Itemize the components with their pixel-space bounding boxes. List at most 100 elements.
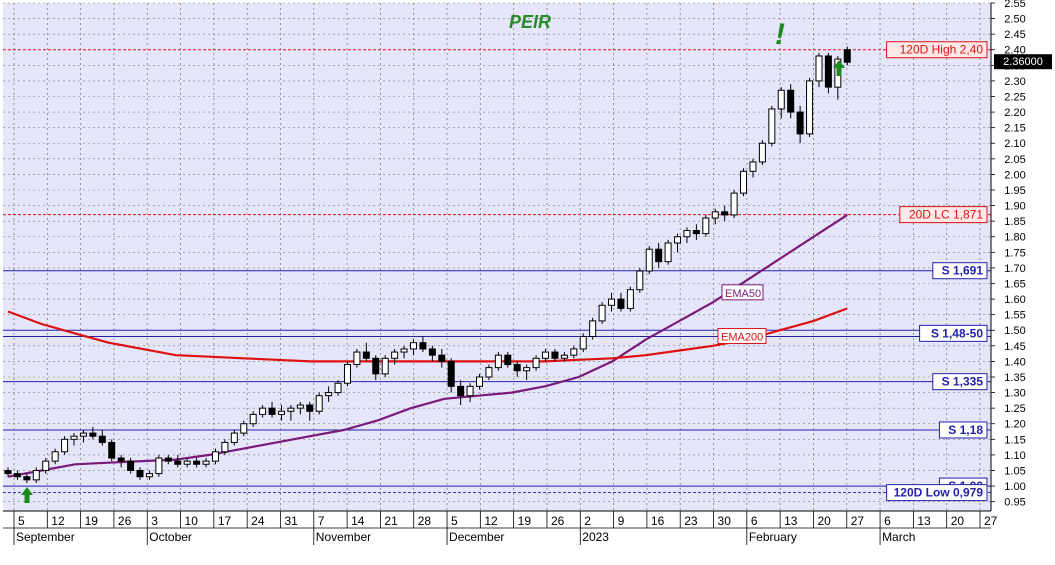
- plot-background: [3, 3, 991, 511]
- candle-body: [353, 351, 361, 366]
- candle-body: [174, 460, 182, 465]
- candle-body: [343, 364, 351, 384]
- candle: [702, 214, 710, 237]
- y-tick-label: 1.75: [1004, 247, 1025, 259]
- x-tick-label: 30: [718, 514, 732, 528]
- y-tick-label: 1.00: [1004, 481, 1025, 493]
- y-tick-label: 2.45: [1004, 29, 1025, 41]
- candle-body: [127, 460, 135, 471]
- candle-body: [211, 451, 219, 462]
- candle-body: [98, 435, 106, 443]
- candle: [542, 348, 550, 362]
- candle-body: [145, 473, 153, 478]
- candle: [485, 364, 493, 381]
- candle: [79, 429, 87, 443]
- x-tick-label: 7: [318, 514, 325, 528]
- candle-body: [249, 413, 257, 425]
- y-tick-label: 1.90: [1004, 201, 1025, 213]
- month-label: October: [149, 530, 192, 544]
- candle-body: [230, 432, 238, 443]
- y-tick-label: 1.95: [1004, 185, 1025, 197]
- candle: [287, 405, 295, 421]
- candle-body: [787, 89, 795, 113]
- candle-body: [447, 360, 455, 387]
- candle: [721, 205, 729, 222]
- candle: [362, 342, 370, 362]
- ema-label: EMA50: [725, 288, 761, 300]
- candle-body: [108, 441, 116, 459]
- moving-averages: [7, 213, 848, 478]
- candle-body: [645, 248, 653, 272]
- candle-body: [542, 351, 550, 359]
- candle: [193, 458, 201, 468]
- ema-label: EMA200: [721, 331, 763, 343]
- candle: [683, 227, 691, 243]
- candle-body: [61, 438, 69, 453]
- x-tick-label: 20: [951, 514, 965, 528]
- candle-body: [806, 80, 814, 135]
- candle-body: [221, 441, 229, 453]
- candle-body: [23, 476, 31, 481]
- candle: [98, 429, 106, 446]
- candle-body: [749, 161, 757, 172]
- x-tick-label: 6: [751, 514, 758, 528]
- candle-body: [89, 432, 97, 437]
- candle: [692, 224, 700, 240]
- candle: [664, 239, 672, 265]
- x-axis: 5 12 19 26 3 10 17 24 31 7 14 21 28 5 12 19 26 2 9 16 23 30 6 1…: [3, 510, 998, 545]
- level-label: S 1,691: [942, 264, 984, 278]
- x-tick-label: 26: [118, 514, 132, 528]
- candle-body: [325, 392, 333, 397]
- candle: [334, 380, 342, 396]
- month-label: 2023: [582, 530, 609, 544]
- candle: [636, 267, 644, 293]
- candle: [645, 246, 653, 275]
- candle: [551, 348, 559, 362]
- month-label: December: [449, 530, 504, 544]
- candle-body: [476, 376, 483, 387]
- candle-body: [240, 423, 248, 434]
- candle: [230, 429, 238, 446]
- candle-body: [730, 192, 738, 216]
- y-tick-label: 1.85: [1004, 216, 1025, 228]
- candle: [523, 364, 531, 381]
- x-tick-label: 20: [817, 514, 831, 528]
- candle-body: [702, 217, 710, 235]
- candle: [438, 348, 446, 368]
- candle-body: [740, 170, 748, 194]
- x-tick-label: 16: [651, 514, 665, 528]
- series-line-ema50: [7, 213, 848, 478]
- xaxis-background: [3, 511, 991, 560]
- current-price-box: [994, 54, 1052, 70]
- level-label: 120D High 2,40: [900, 43, 984, 57]
- ema-label-box: [721, 284, 764, 301]
- candle-body: [532, 357, 540, 369]
- candle: [504, 352, 512, 368]
- candle: [89, 426, 97, 440]
- candle: [409, 339, 417, 356]
- candle: [749, 158, 757, 178]
- candle-body: [4, 469, 12, 475]
- y-tick-label: 2.15: [1004, 123, 1025, 135]
- y-tick-label: 1.55: [1004, 310, 1025, 322]
- y-tick-label: 1.60: [1004, 294, 1025, 306]
- candle: [23, 473, 31, 483]
- y-tick-label: 2.05: [1004, 154, 1025, 166]
- y-tick-label: 2.50: [1004, 14, 1025, 26]
- candle-body: [202, 460, 210, 465]
- candle: [183, 458, 191, 468]
- candle-body: [419, 342, 427, 350]
- candle: [277, 405, 285, 421]
- candle-body: [674, 236, 682, 244]
- candle: [296, 401, 304, 415]
- x-tick-label: 23: [684, 514, 698, 528]
- candle: [240, 420, 248, 437]
- candle-body: [400, 348, 408, 353]
- axis-background: [991, 3, 1055, 511]
- candle-body: [466, 385, 474, 397]
- candle: [674, 233, 682, 253]
- candle-body: [183, 460, 191, 465]
- candle: [391, 348, 399, 365]
- candle: [202, 458, 210, 468]
